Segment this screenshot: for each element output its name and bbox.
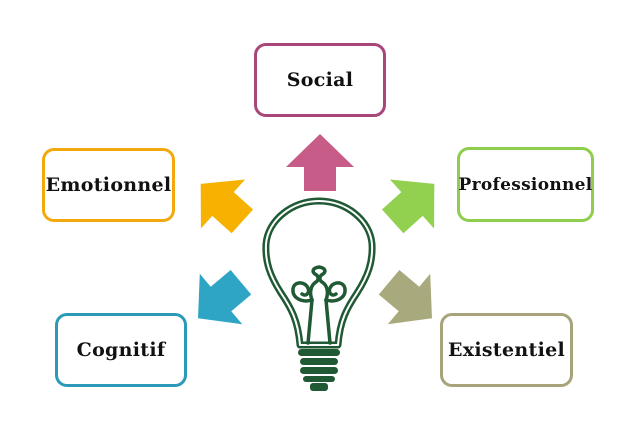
- node-existentiel-label: Existentiel: [447, 339, 565, 361]
- node-existentiel: Existentiel: [440, 313, 573, 387]
- node-social: Social: [254, 43, 386, 117]
- arrow-professionnel: [381, 179, 435, 234]
- arrow-cognitif: [198, 270, 252, 325]
- node-emotionnel-label: Emotionnel: [45, 174, 172, 196]
- node-emotionnel: Emotionnel: [42, 148, 175, 222]
- arrow-social: [286, 134, 354, 191]
- node-social-label: Social: [286, 69, 354, 91]
- node-cognitif: Cognitif: [55, 313, 187, 387]
- arrow-down-left-icon: [198, 270, 252, 325]
- arrow-existentiel: [378, 270, 432, 325]
- node-professionnel: Professionnel: [457, 147, 594, 222]
- arrow-up-icon: [286, 134, 354, 191]
- node-cognitif-label: Cognitif: [76, 339, 166, 361]
- arrow-up-right-icon: [381, 179, 435, 234]
- arrow-emotionnel: [200, 179, 254, 234]
- node-professionnel-label: Professionnel: [458, 174, 593, 195]
- arrow-up-left-icon: [200, 179, 254, 234]
- arrow-down-right-icon: [378, 270, 432, 325]
- lightbulb-icon: [262, 197, 376, 391]
